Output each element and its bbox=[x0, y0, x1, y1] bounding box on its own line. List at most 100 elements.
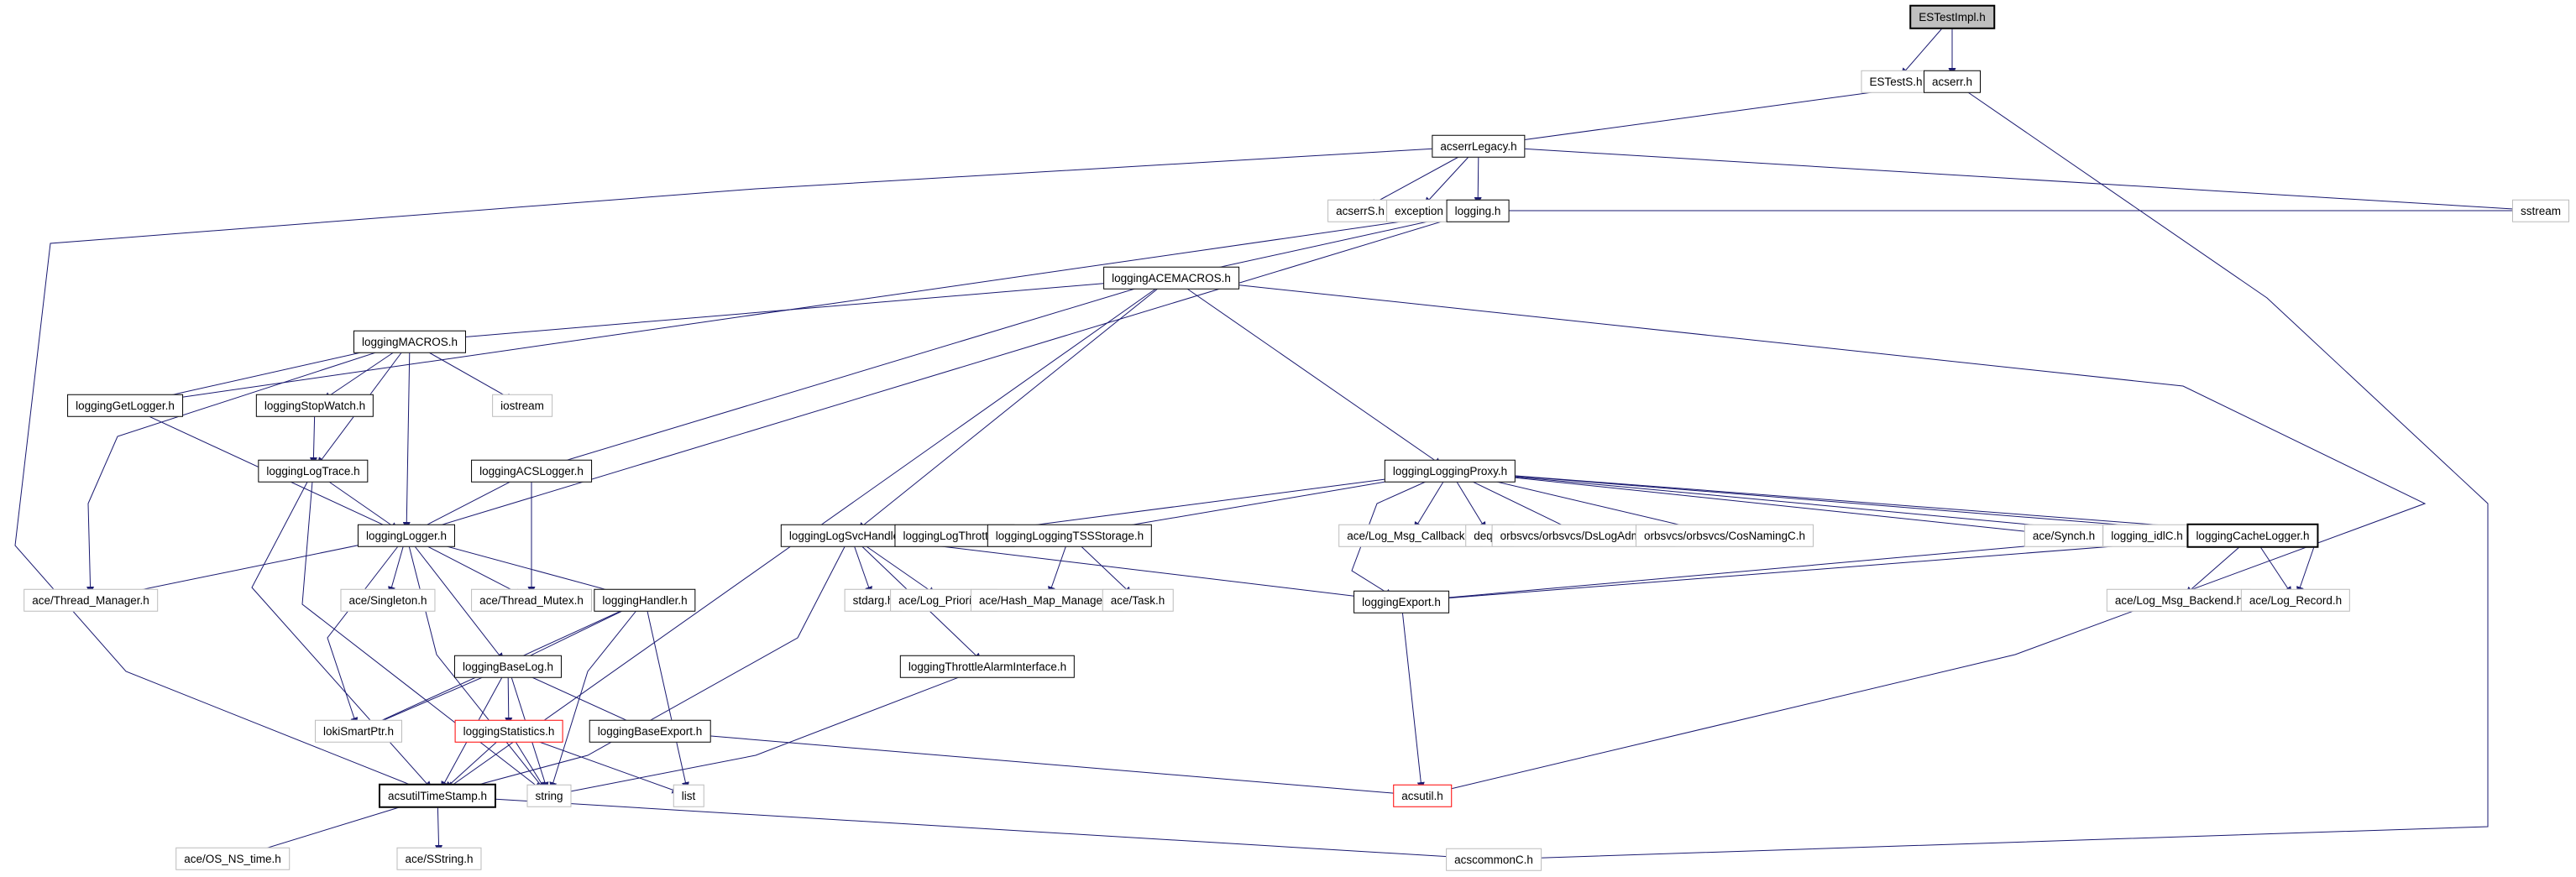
node-ace-log-msg-callback-h: ace/Log_Msg_Callback.h bbox=[1338, 524, 1483, 547]
include-edge bbox=[1501, 86, 2489, 863]
include-edge bbox=[1368, 150, 1471, 206]
node-estests-h: ESTestS.h bbox=[1861, 70, 1931, 93]
node-ace-singleton-h: ace/Singleton.h bbox=[340, 588, 436, 612]
include-edge bbox=[1458, 471, 2139, 538]
node-loggingthrottlealarminterface-h[interactable]: loggingThrottleAlarmInterface.h bbox=[899, 655, 1076, 678]
include-edge bbox=[1474, 151, 1482, 206]
include-edge bbox=[1458, 472, 1717, 535]
node-logginggetlogger-h[interactable]: loggingGetLogger.h bbox=[67, 394, 183, 417]
node-ace-os-ns-time-h: ace/OS_NS_time.h bbox=[175, 847, 290, 870]
include-edge bbox=[858, 535, 1394, 604]
include-edge bbox=[133, 211, 1470, 407]
include-edge bbox=[446, 540, 849, 795]
include-edge bbox=[1900, 23, 1947, 76]
include-edge bbox=[446, 796, 1486, 863]
node-list: list bbox=[673, 784, 704, 807]
node-acserrlegacy-h[interactable]: acserrLegacy.h bbox=[1432, 134, 1526, 158]
node-loggingcachelogger-h[interactable]: loggingCacheLogger.h bbox=[2186, 523, 2319, 548]
include-edge bbox=[1486, 146, 2533, 214]
node-loggingstatistics-h[interactable]: loggingStatistics.h bbox=[454, 719, 563, 743]
node-loggingbaselog-h[interactable]: loggingBaseLog.h bbox=[453, 655, 563, 678]
node-acserr-h[interactable]: acserr.h bbox=[1923, 70, 1982, 93]
include-edge bbox=[511, 736, 547, 791]
node-loggingmacros-h[interactable]: loggingMACROS.h bbox=[353, 330, 467, 353]
include-edge bbox=[1458, 471, 2056, 538]
node-acsutiltimestamp-h[interactable]: acsutilTimeStamp.h bbox=[378, 783, 497, 808]
node-loggingloggingtssstorage-h[interactable]: loggingLoggingTSSStorage.h bbox=[987, 524, 1153, 547]
node-ace-synch-h: ace/Synch.h bbox=[2024, 524, 2104, 547]
include-edge bbox=[516, 670, 642, 728]
node-logginglogger-h[interactable]: loggingLogger.h bbox=[357, 524, 456, 547]
include-edge bbox=[414, 537, 637, 600]
include-edge bbox=[417, 346, 515, 401]
include-edge bbox=[14, 146, 1471, 793]
include-edge bbox=[858, 540, 937, 595]
include-edge bbox=[309, 410, 317, 466]
include-edge bbox=[240, 797, 429, 858]
node-loggingbaseexport-h[interactable]: loggingBaseExport.h bbox=[589, 719, 711, 743]
include-edge bbox=[1486, 81, 1945, 148]
node-loggingstopwatch-h[interactable]: loggingStopWatch.h bbox=[255, 394, 374, 417]
include-edge bbox=[557, 669, 980, 796]
include-edge bbox=[1453, 476, 1487, 530]
include-edge bbox=[414, 474, 524, 532]
node-exception: exception bbox=[1386, 199, 1452, 222]
include-edge bbox=[86, 343, 402, 595]
include-edge bbox=[417, 278, 1164, 344]
include-edge bbox=[133, 342, 402, 406]
include-edge bbox=[646, 605, 689, 791]
node-loggingexport-h[interactable]: loggingExport.h bbox=[1353, 590, 1449, 613]
node-string: string bbox=[526, 784, 572, 807]
include-edge bbox=[1458, 471, 2244, 538]
node-ace-log-msg-backend-h: ace/Log_Msg_Backend.h bbox=[2106, 588, 2252, 612]
node-ace-hash-map-manager-h: ace/Hash_Map_Manager.h bbox=[970, 588, 1124, 612]
node-ace-thread-manager-h: ace/Thread_Manager.h bbox=[24, 588, 158, 612]
node-logging-idlc-h: logging_idlC.h bbox=[2102, 524, 2191, 547]
node-ace-thread-mutex-h: ace/Thread_Mutex.h bbox=[471, 588, 592, 612]
include-edge bbox=[1458, 474, 1576, 532]
node-logging-h[interactable]: logging.h bbox=[1446, 199, 1510, 222]
node-acscommonc-h: acscommonC.h bbox=[1446, 848, 1542, 871]
include-edge bbox=[1409, 535, 2139, 604]
include-edge bbox=[98, 536, 399, 601]
node-lokismartptr-h: lokiSmartPtr.h bbox=[314, 719, 403, 743]
include-edge bbox=[1423, 151, 1474, 206]
include-edge bbox=[322, 347, 402, 400]
include-edge bbox=[251, 476, 432, 790]
include-edge bbox=[2256, 541, 2293, 595]
include-edge bbox=[851, 540, 872, 595]
include-edge bbox=[516, 733, 681, 794]
include-edge bbox=[366, 669, 500, 728]
include-edge bbox=[1401, 607, 1425, 791]
node-ace-sstring-h: ace/SString.h bbox=[396, 847, 482, 870]
include-edge bbox=[1179, 211, 1470, 279]
include-edge bbox=[402, 347, 411, 530]
include-edge bbox=[388, 540, 406, 595]
node-iostream: iostream bbox=[492, 394, 552, 417]
node-logginghandler-h[interactable]: loggingHandler.h bbox=[594, 588, 696, 612]
include-edge bbox=[435, 801, 443, 854]
node-loggingacslogger-h[interactable]: loggingACSLogger.h bbox=[471, 459, 592, 483]
node-acserrs-h: acserrS.h bbox=[1327, 199, 1393, 222]
include-edge bbox=[1179, 283, 1443, 466]
node-acsutil-h[interactable]: acsutil.h bbox=[1393, 784, 1452, 807]
node-loggingacemacros-h[interactable]: loggingACEMACROS.h bbox=[1103, 266, 1239, 290]
include-edge bbox=[962, 471, 1442, 537]
node-ace-log-record-h: ace/Log_Record.h bbox=[2240, 588, 2351, 612]
include-edge bbox=[856, 283, 1165, 530]
include-edge bbox=[414, 539, 524, 597]
node-ace-task-h: ace/Task.h bbox=[1102, 588, 1174, 612]
include-edge bbox=[539, 279, 1164, 470]
node-loggingloggingproxy-h[interactable]: loggingLoggingProxy.h bbox=[1384, 459, 1516, 483]
include-edge bbox=[443, 736, 504, 790]
node-logginglogtrace-h[interactable]: loggingLogTrace.h bbox=[258, 459, 369, 483]
include-edge bbox=[2185, 541, 2246, 595]
node-orbsvcs-orbsvcs-cosnamingc-h: orbsvcs/orbsvcs/CosNamingC.h bbox=[1635, 524, 1814, 547]
include-edge bbox=[414, 212, 1470, 535]
include-edge bbox=[657, 731, 1415, 798]
include-edge bbox=[1179, 278, 2427, 796]
include-edge bbox=[407, 540, 546, 791]
node-sstream: sstream bbox=[2511, 199, 2570, 222]
